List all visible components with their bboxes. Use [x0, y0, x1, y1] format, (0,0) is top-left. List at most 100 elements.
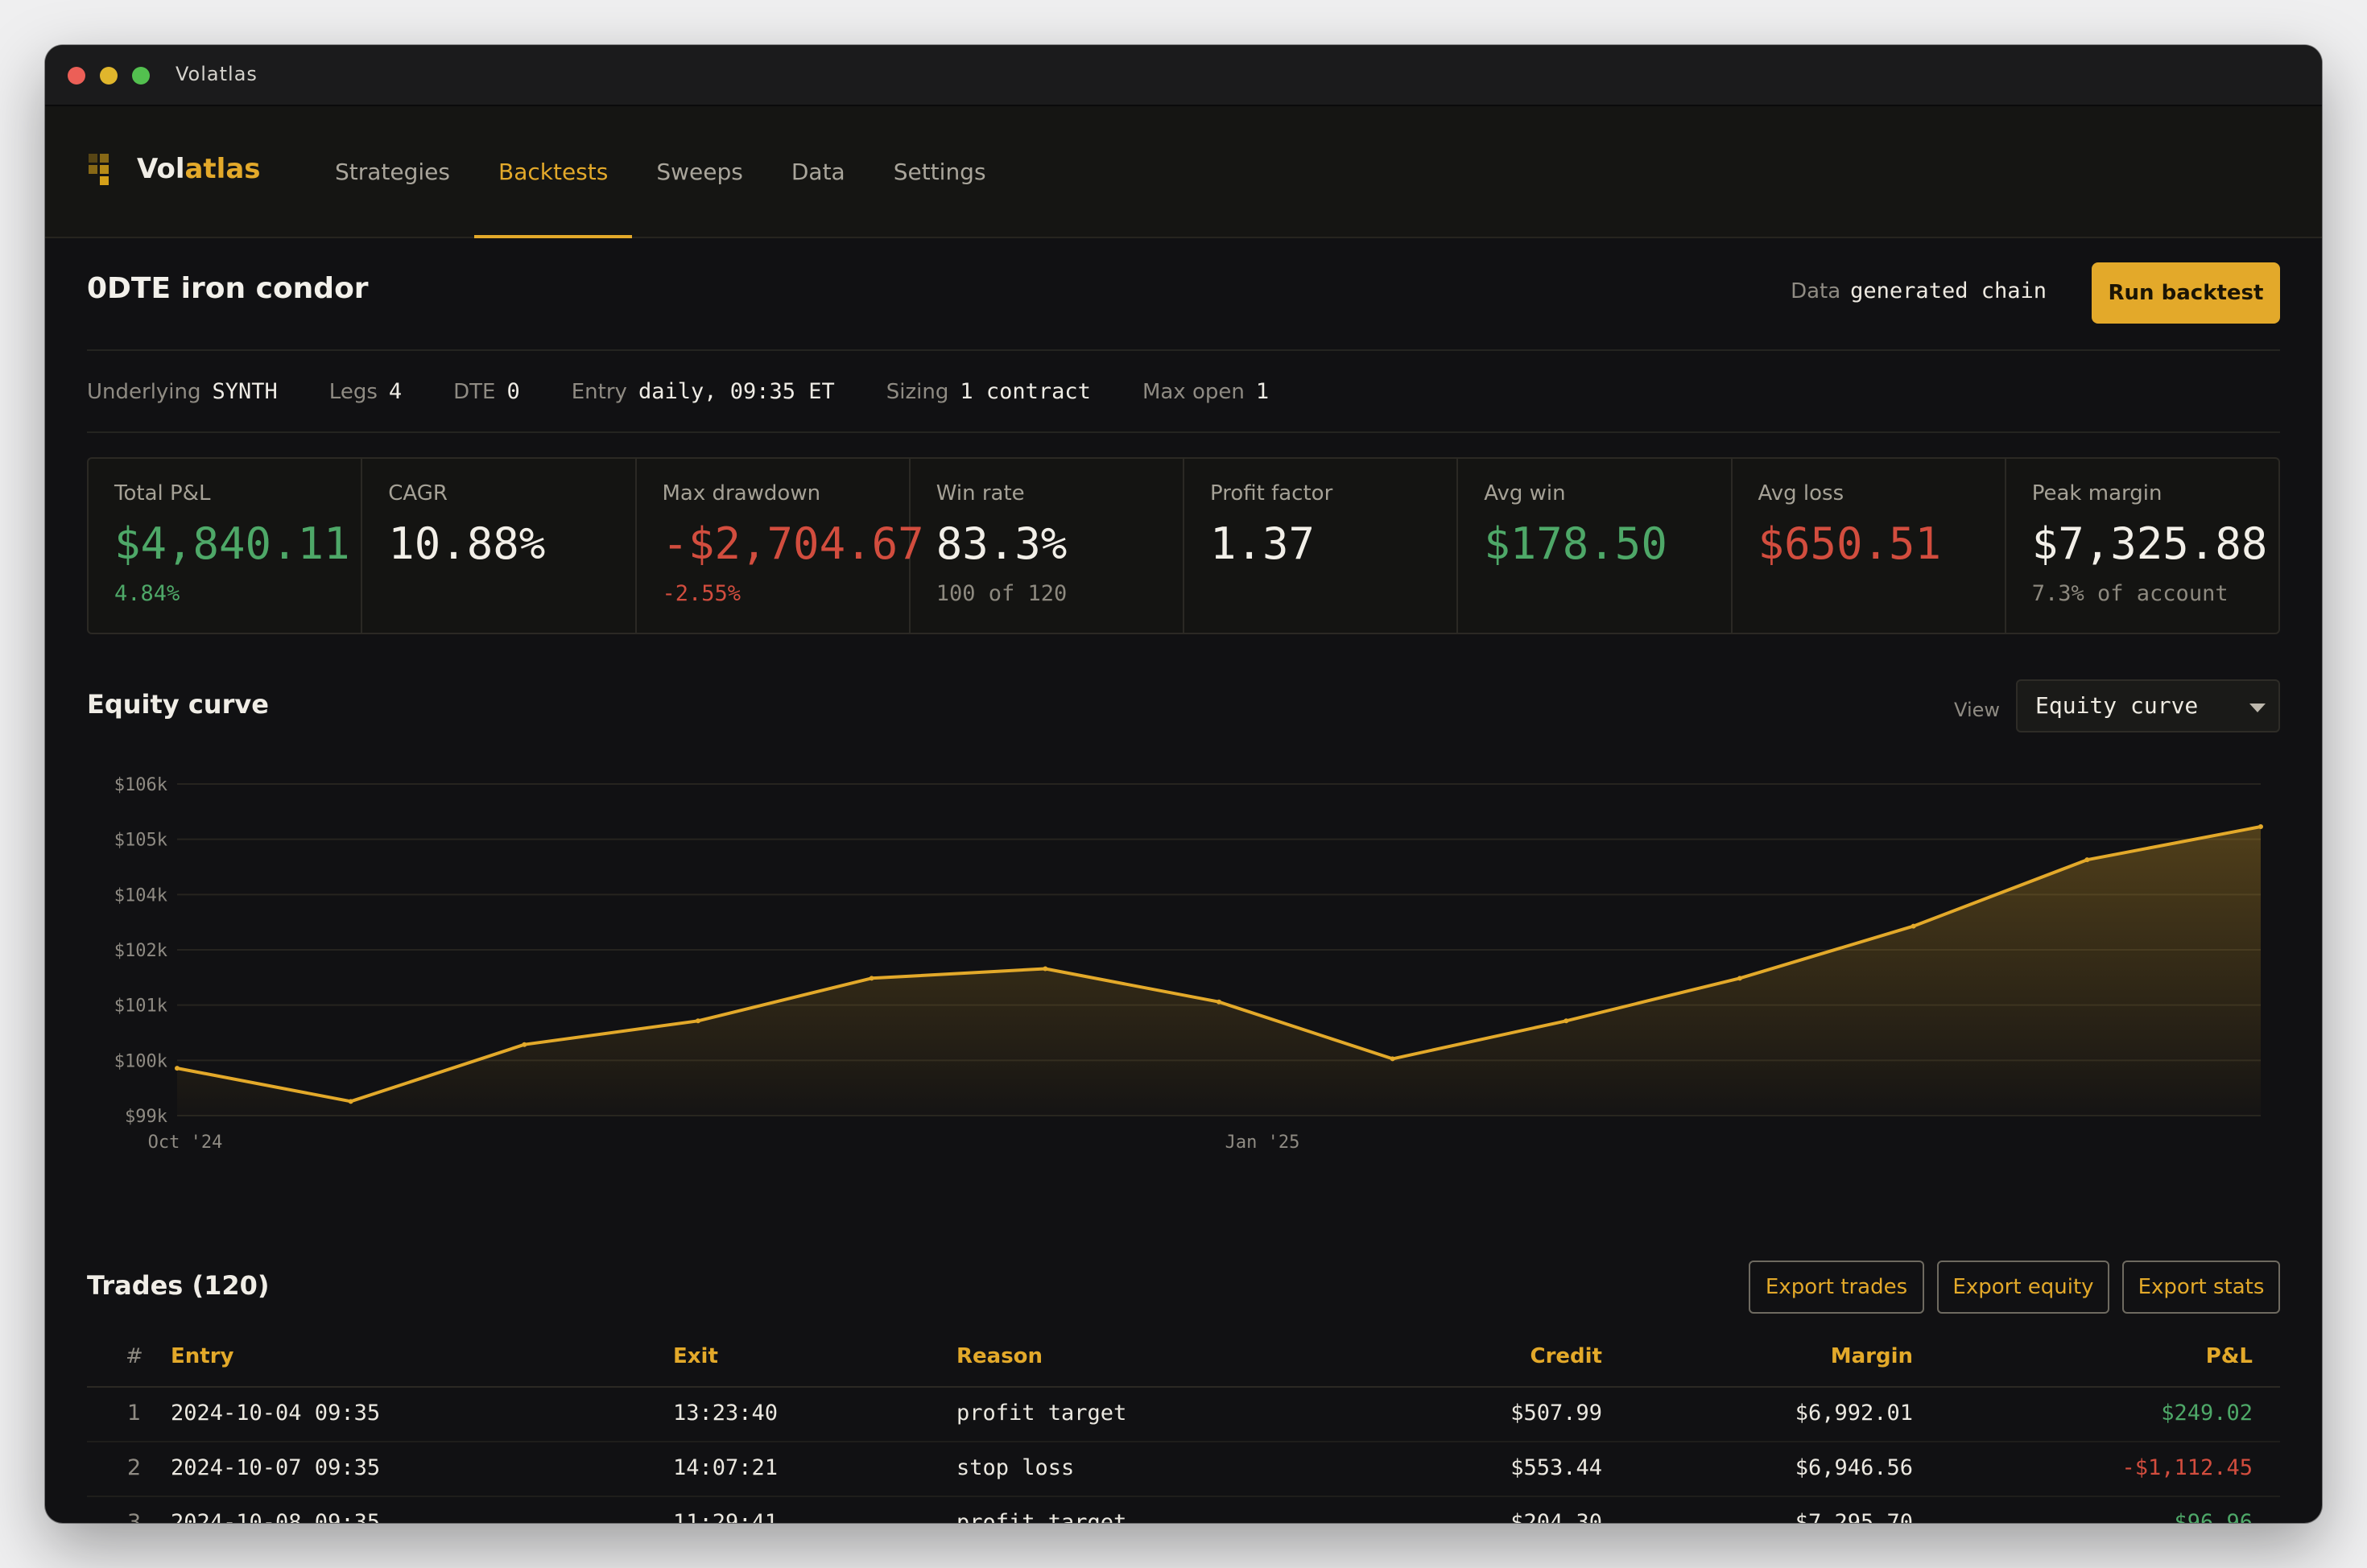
x-tick-label: Oct '24	[148, 1133, 223, 1153]
equity-point	[348, 1099, 353, 1104]
view-label: View	[1954, 699, 2000, 721]
stat-value: 83.3%	[936, 518, 1068, 569]
nav-data[interactable]: Data	[791, 158, 845, 185]
meta-dte: DTE 0	[453, 379, 520, 404]
trade-entry: 2024-10-04 09:35	[171, 1401, 381, 1426]
window-title: Volatlas	[176, 63, 258, 85]
meta-value: SYNTH	[212, 378, 278, 404]
column-header-reason[interactable]: Reason	[956, 1344, 1043, 1368]
meta-label: Entry	[571, 379, 627, 404]
trade-exit: 13:23:40	[673, 1401, 779, 1426]
stat-value: $7,325.88	[2031, 518, 2268, 569]
nav-strategies[interactable]: Strategies	[335, 158, 450, 185]
equity-point	[1737, 976, 1742, 981]
meta-label: Max open	[1142, 379, 1245, 404]
trade-margin: $6,992.01	[1795, 1401, 1913, 1426]
meta-max-open: Max open 1	[1142, 379, 1269, 404]
y-tick-label: $105k	[114, 831, 167, 851]
column-header-number[interactable]: #	[126, 1344, 143, 1368]
table-row[interactable]: 1 2024-10-04 09:35 13:23:40 profit targe…	[87, 1388, 2280, 1442]
nav-backtests[interactable]: Backtests	[474, 106, 633, 238]
data-source: Data generated chain	[1791, 279, 2047, 303]
nav-settings[interactable]: Settings	[893, 158, 986, 185]
meta-value: daily, 09:35 ET	[638, 378, 835, 404]
y-tick-label: $100k	[114, 1051, 167, 1071]
table-header: # Entry Exit Reason Credit Margin P&L	[87, 1327, 2280, 1388]
column-header-entry[interactable]: Entry	[171, 1344, 234, 1368]
minimize-window-button[interactable]	[100, 67, 118, 85]
strategy-meta: Underlying SYNTH Legs 4 DTE 0 Entry daily, 0…	[87, 349, 2280, 433]
app-window: Volatlas Volatlas Strategies Backtests S…	[45, 45, 2322, 1523]
table-row[interactable]: 3 2024-10-08 09:35 11:29:41 profit targe…	[87, 1497, 2280, 1523]
brand-logo[interactable]: Volatlas	[89, 153, 261, 185]
y-tick-label: $104k	[114, 885, 167, 906]
meta-label: Underlying	[87, 379, 201, 404]
stat-label: Win rate	[936, 481, 1025, 505]
meta-label: Sizing	[886, 379, 949, 404]
stat-max-drawdown: Max drawdown -$2,704.67 -2.55%	[637, 459, 924, 633]
meta-value: 1 contract	[960, 378, 1091, 404]
stat-sub: 7.3% of account	[2031, 581, 2229, 606]
data-source-label: Data	[1791, 279, 1841, 303]
stat-label: Total P&L	[114, 481, 211, 505]
stat-cagr: CAGR 10.88%	[362, 459, 637, 633]
trade-reason: stop loss	[956, 1455, 1075, 1480]
zoom-window-button[interactable]	[132, 67, 150, 85]
table-row[interactable]: 2 2024-10-07 09:35 14:07:21 stop loss $5…	[87, 1442, 2280, 1497]
trade-pnl: -$1,112.45	[2121, 1455, 2253, 1480]
stat-profit-factor: Profit factor 1.37	[1184, 459, 1459, 633]
run-backtest-button[interactable]: Run backtest	[2092, 262, 2280, 324]
nav-sweeps[interactable]: Sweeps	[656, 158, 743, 185]
trade-margin: $7,295.70	[1795, 1510, 1913, 1523]
equity-point	[1911, 923, 1916, 929]
stat-label: Peak margin	[2031, 481, 2163, 505]
equity-curve-title: Equity curve	[87, 689, 269, 720]
trades-title: Trades (120)	[87, 1270, 270, 1301]
y-tick-label: $102k	[114, 941, 167, 961]
equity-point	[522, 1042, 527, 1047]
stat-value: $178.50	[1484, 518, 1667, 569]
close-window-button[interactable]	[68, 67, 85, 85]
column-header-exit[interactable]: Exit	[673, 1344, 718, 1368]
stat-label: Avg loss	[1758, 481, 1844, 505]
trade-number: 3	[127, 1510, 142, 1523]
page-title: 0DTE iron condor	[87, 272, 369, 305]
chevron-down-icon	[2249, 704, 2266, 712]
export-trades-button[interactable]: Export trades	[1749, 1261, 1924, 1314]
meta-underlying: Underlying SYNTH	[87, 379, 278, 404]
export-stats-button[interactable]: Export stats	[2122, 1261, 2280, 1314]
column-header-pnl[interactable]: P&L	[2205, 1344, 2253, 1368]
trade-margin: $6,946.56	[1795, 1455, 1913, 1480]
y-tick-label: $106k	[114, 775, 167, 795]
column-header-margin[interactable]: Margin	[1830, 1344, 1913, 1368]
main-nav: Strategies Backtests Sweeps Data Setting…	[311, 106, 1010, 238]
stat-label: Profit factor	[1210, 481, 1333, 505]
trade-pnl: $249.02	[2161, 1401, 2253, 1426]
trade-reason: profit target	[956, 1401, 1127, 1426]
stat-label: CAGR	[388, 481, 448, 505]
stat-avg-loss: Avg loss $650.51	[1733, 459, 2006, 633]
stat-sub: 100 of 120	[936, 581, 1068, 606]
stat-value: 10.88%	[388, 518, 546, 569]
stat-label: Max drawdown	[662, 481, 821, 505]
equity-point	[2258, 823, 2263, 829]
equity-point	[1564, 1018, 1569, 1024]
equity-point	[175, 1066, 180, 1071]
view-select[interactable]: Equity curve	[2016, 679, 2280, 732]
view-select-value: Equity curve	[2035, 692, 2199, 719]
meta-value: 0	[506, 378, 520, 404]
meta-value: 4	[388, 378, 403, 404]
stat-value: $650.51	[1758, 518, 1942, 569]
title-bar: Volatlas	[45, 45, 2322, 106]
stat-peak-margin: Peak margin $7,325.88 7.3% of account	[2006, 459, 2278, 633]
stat-total-pnl: Total P&L $4,840.11 4.84%	[89, 459, 363, 633]
column-header-credit[interactable]: Credit	[1530, 1344, 1603, 1368]
stat-sub: -2.55%	[662, 581, 741, 606]
equity-point	[1390, 1056, 1395, 1062]
meta-label: DTE	[453, 379, 496, 404]
brand-name: Volatlas	[137, 153, 261, 185]
trade-number: 2	[127, 1455, 142, 1480]
meta-label: Legs	[328, 379, 378, 404]
brand-name-part1: Vol	[137, 153, 185, 185]
export-equity-button[interactable]: Export equity	[1937, 1261, 2109, 1314]
